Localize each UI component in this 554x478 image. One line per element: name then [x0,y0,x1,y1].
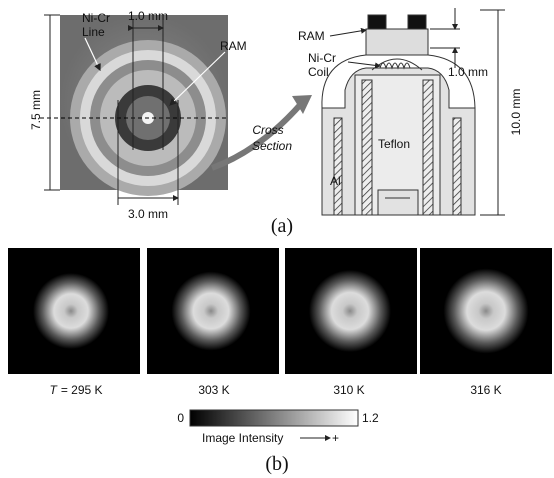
photo [40,15,228,205]
spot [172,272,251,351]
colorbar-max: 1.2 [362,411,379,425]
spot [33,273,109,349]
outer-width: 3.0 mm [128,207,168,221]
wire-label: Line [82,25,105,39]
spot [309,270,391,352]
figure: Ni-Cr Line 1.0 mm RAM 3.0 mm 7.5 mm Cros… [0,0,554,478]
caption: 316 K [470,383,501,397]
panel-label: (b) [265,453,288,475]
teflon-label: Teflon [378,137,410,151]
colorbar [190,410,358,426]
caption-text: = 295 K [61,383,103,397]
coil-label: Coil [308,65,329,79]
colorbar-direction: + [332,431,339,445]
colorbar-min: 0 [177,411,184,425]
caption: T= 295 K [49,383,102,397]
height-label: 10.0 mm [509,89,523,136]
cross-section [322,15,475,215]
colorbar-label: Image Intensity [202,431,283,445]
wire-label: Ni-Cr [82,11,110,25]
arrow-label: Section [252,139,292,153]
spot [444,269,529,354]
caption: 310 K [333,383,364,397]
panel-label: (a) [271,215,293,237]
ram-label: RAM [298,29,325,43]
caption: 303 K [198,383,229,397]
al-label: Al [330,174,341,188]
gap-label: 1.0 mm [448,65,488,79]
image-row [8,248,552,374]
coil-label: Ni-Cr [308,51,336,65]
height-label: 7.5 mm [29,90,43,130]
symbol: T [49,383,58,397]
arrow-label: Cross [252,123,283,137]
inner-width: 1.0 mm [128,9,168,23]
ram-label: RAM [220,39,247,53]
